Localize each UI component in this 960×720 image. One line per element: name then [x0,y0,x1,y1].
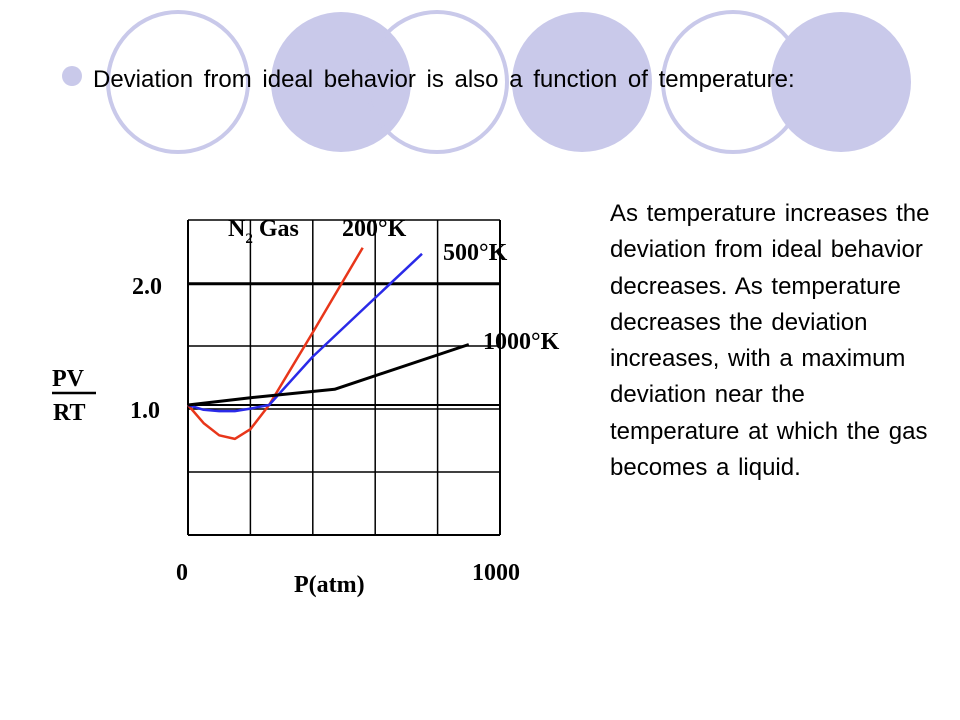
x-tick-label-0: 0 [176,560,188,586]
bullet-text: Deviation from ideal behavior is also a … [93,66,795,93]
legend-label-200k: 200°K [342,216,407,242]
chart-series [187,247,470,441]
series-line-200k [187,247,364,441]
x-axis-label: P(atm) [294,572,365,598]
legend-label-500k: 500°K [443,240,508,266]
y-tick-label-2: 2.0 [132,274,162,300]
legend-label-1000k: 1000°K [483,329,560,355]
series-line-500k [187,252,423,413]
chart-title-subscript: 2 [245,231,253,247]
decor-circle [106,10,250,154]
decor-circle [365,10,509,154]
y-tick-label-1: 1.0 [130,398,160,424]
y-axis-label-denominator: RT [53,400,86,426]
chart-title-prefix: N [228,216,246,242]
chart-title-suffix: Gas [259,216,299,242]
series-line-1000k [187,343,470,407]
side-explanation: As temperature increases the deviation f… [610,200,930,482]
chart-title: N2 Gas [228,216,299,247]
decor-circle [512,12,652,152]
y-axis-label-numerator: PV [52,366,85,392]
bullet-icon [62,66,82,86]
x-tick-label-1000: 1000 [472,560,520,586]
chart-grid [187,219,501,536]
decor-circle [771,12,911,152]
